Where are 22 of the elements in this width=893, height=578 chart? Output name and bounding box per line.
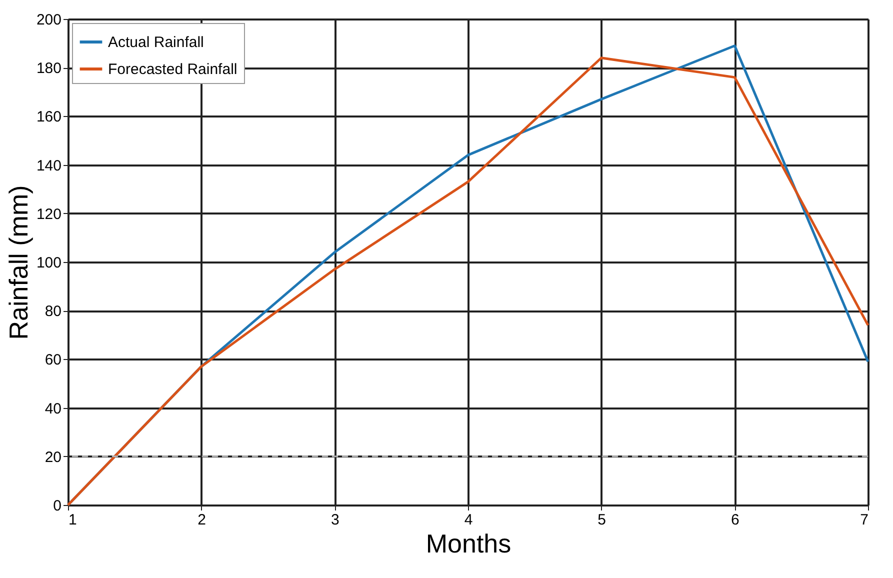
- y-tick-label: 0: [53, 498, 62, 514]
- x-tick-label: 7: [860, 512, 868, 528]
- y-tick-label: 140: [36, 157, 62, 174]
- y-tick-label: 60: [44, 352, 62, 369]
- x-tick-label: 1: [68, 512, 77, 528]
- y-tick-label: 20: [44, 448, 62, 466]
- y-tick-label: 180: [36, 60, 62, 78]
- y-tick-label: 120: [36, 206, 62, 223]
- y-tick-label: 100: [36, 254, 62, 272]
- y-tick-label: 40: [44, 400, 62, 418]
- x-tick-label: 2: [198, 512, 206, 528]
- legend-label: Forecasted Rainfall: [108, 61, 238, 78]
- x-tick-label: 5: [598, 512, 606, 528]
- legend-label: Actual Rainfall: [108, 34, 204, 51]
- x-tick-label: 6: [730, 512, 740, 528]
- y-tick-label: 160: [36, 108, 62, 126]
- y-axis-title: Rainfall (mm): [3, 185, 34, 340]
- x-tick-label: 4: [464, 512, 473, 528]
- x-tick-label: 3: [330, 512, 340, 528]
- y-tick-label: 200: [36, 12, 62, 28]
- x-axis-title: Months: [426, 528, 512, 558]
- y-tick-label: 80: [44, 303, 62, 320]
